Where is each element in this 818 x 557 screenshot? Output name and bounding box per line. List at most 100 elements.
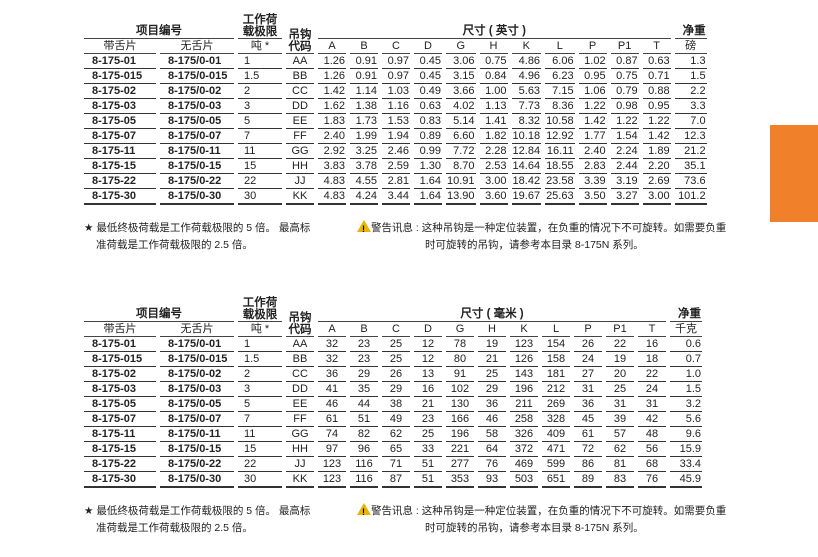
dimension-cell: 25.63 xyxy=(545,189,575,205)
dimension-cell: 0.95 xyxy=(578,69,607,84)
dimension-cell: 469 xyxy=(510,457,538,472)
net-weight: 15.9 xyxy=(670,442,702,457)
table-row: 8-175-11 8-175/0-11 11 GG 74 82 62 25 196 58 326 40… xyxy=(84,427,702,442)
dimension-cell: 19 xyxy=(606,352,634,367)
item-number-header: 项目编号 xyxy=(84,297,234,322)
item-without-tongue: 8-175/0-02 xyxy=(160,367,234,382)
dimension-cell: 3.83 xyxy=(318,159,346,174)
dimension-cell: 18 xyxy=(638,352,666,367)
dimension-cell: 143 xyxy=(510,367,538,382)
dimension-cell: 51 xyxy=(414,457,442,472)
dimension-cell: 91 xyxy=(446,367,474,382)
dimension-cell: 12 xyxy=(414,352,442,367)
dimension-cell: 83 xyxy=(606,472,634,488)
dimension-cell: 328 xyxy=(542,412,570,427)
dimension-cell: 0.84 xyxy=(479,69,508,84)
work-load-limit: 2 xyxy=(238,367,282,382)
dimension-cell: 96 xyxy=(350,442,378,457)
dimension-cell: 1.22 xyxy=(610,114,639,129)
dimension-cell: 4.24 xyxy=(350,189,378,205)
table-row: 8-175-015 8-175/0-015 1.5 BB 32 23 25 12 80 21 126… xyxy=(84,352,702,367)
warning-line-1: 警告讯息 : 这种吊钩是一种定位装置，在负重的情况下不可旋转。如需要负重 xyxy=(371,505,727,517)
table-row: 8-175-03 8-175/0-03 3 DD 41 35 29 16 102 29 196 212… xyxy=(84,382,702,397)
dimension-cell: 21 xyxy=(478,352,506,367)
item-with-tongue: 8-175-03 xyxy=(84,382,156,397)
warning-line-2: 时可旋转的吊钩，请参考本目录 8-175N 系列。 xyxy=(425,522,644,534)
work-load-limit: 22 xyxy=(238,457,282,472)
table-row: 8-175-15 8-175/0-15 15 HH 97 96 65 33 221 64 372 47… xyxy=(84,442,702,457)
dimension-cell: 12 xyxy=(414,337,442,352)
dimension-cell: 25 xyxy=(414,427,442,442)
dimension-cell: 0.83 xyxy=(414,114,442,129)
dimension-cell: 0.89 xyxy=(414,129,442,144)
weight-header: 净重 xyxy=(670,297,702,322)
dimension-cell: 16 xyxy=(414,382,442,397)
dimension-cell: 3.25 xyxy=(350,144,378,159)
dimension-cell: 126 xyxy=(510,352,538,367)
hook-code-header: 吊钩代码 xyxy=(286,14,314,54)
hook-code: EE xyxy=(286,397,314,412)
work-load-limit: 7 xyxy=(238,412,282,427)
warning-note-2: 警告讯息 : 这种吊钩是一种定位装置，在负重的情况下不可旋转。如需要负重 时可旋… xyxy=(357,503,726,537)
dimension-cell: 0.45 xyxy=(414,69,442,84)
dimension-cell: 57 xyxy=(606,427,634,442)
dimension-cell: 5.14 xyxy=(446,114,476,129)
dimension-cell: 76 xyxy=(638,472,666,488)
dimension-cell: 0.97 xyxy=(382,69,410,84)
dimension-cell: 36 xyxy=(574,397,602,412)
without-tongue-header: 无舌片 xyxy=(160,39,234,54)
dimension-cell: 123 xyxy=(318,472,346,488)
dim-col-header: P1 xyxy=(606,322,634,337)
dimension-cell: 1.26 xyxy=(318,54,346,69)
table-row: 8-175-22 8-175/0-22 22 JJ 123 116 71 51 277 76 469… xyxy=(84,457,702,472)
dimension-cell: 0.87 xyxy=(610,54,639,69)
dimension-cell: 13 xyxy=(414,367,442,382)
dimension-cell: 31 xyxy=(638,397,666,412)
net-weight: 3.2 xyxy=(670,397,702,412)
dimension-cell: 82 xyxy=(350,427,378,442)
warning-note-1: 警告讯息 : 这种吊钩是一种定位装置，在负重的情况下不可旋转。如需要负重 时可旋… xyxy=(357,220,726,254)
dimension-cell: 29 xyxy=(382,382,410,397)
dimension-cell: 3.60 xyxy=(479,189,508,205)
dimension-cell: 38 xyxy=(382,397,410,412)
dimension-cell: 4.83 xyxy=(318,174,346,189)
dimension-cell: 2.46 xyxy=(382,144,410,159)
dimension-cell: 51 xyxy=(414,472,442,488)
dimension-cell: 61 xyxy=(574,427,602,442)
dimension-cell: 7.73 xyxy=(511,99,542,114)
hook-code: EE xyxy=(286,114,314,129)
dimension-cell: 36 xyxy=(478,397,506,412)
hook-code: BB xyxy=(286,352,314,367)
dimension-cell: 3.66 xyxy=(446,84,476,99)
dim-col-header: C xyxy=(382,39,410,54)
dimension-cell: 1.62 xyxy=(318,99,346,114)
dimension-cell: 1.22 xyxy=(578,99,607,114)
item-with-tongue: 8-175-05 xyxy=(84,114,156,129)
dimension-cell: 123 xyxy=(510,337,538,352)
dimension-cell: 10.58 xyxy=(545,115,575,129)
item-with-tongue: 8-175-07 xyxy=(84,129,156,144)
limit-header: 工作荷载极限 xyxy=(238,14,282,39)
dimension-cell: 56 xyxy=(638,442,666,457)
warning-icon xyxy=(357,503,371,521)
dimension-cell: 58 xyxy=(478,427,506,442)
net-weight: 3.3 xyxy=(674,99,707,114)
star-note-1: ★ 最低终极荷载是工作荷载极限的 5 倍。 最高标 准荷载是工作荷载极限的 2.… xyxy=(84,220,310,254)
dimension-cell: 18.42 xyxy=(511,175,542,189)
dimension-cell: 16 xyxy=(638,337,666,352)
dimension-cell: 2.53 xyxy=(479,159,508,174)
dimension-cell: 1.14 xyxy=(350,84,378,99)
dimension-cell: 1.73 xyxy=(350,114,378,129)
dimension-cell: 22 xyxy=(638,367,666,382)
dimension-cell: 14.64 xyxy=(511,160,542,174)
weight-unit-header: 千克 xyxy=(670,322,702,337)
dimension-cell: 12.84 xyxy=(511,145,542,159)
item-without-tongue: 8-175/0-30 xyxy=(160,472,234,488)
dimension-cell: 123 xyxy=(318,457,346,472)
work-load-limit: 7 xyxy=(238,129,282,144)
hook-code: AA xyxy=(286,54,314,69)
dimension-cell: 1.02 xyxy=(578,54,607,69)
dimension-cell: 10.91 xyxy=(446,175,476,189)
hook-code-header: 吊钩代码 xyxy=(286,297,314,337)
net-weight: 2.2 xyxy=(674,84,707,99)
